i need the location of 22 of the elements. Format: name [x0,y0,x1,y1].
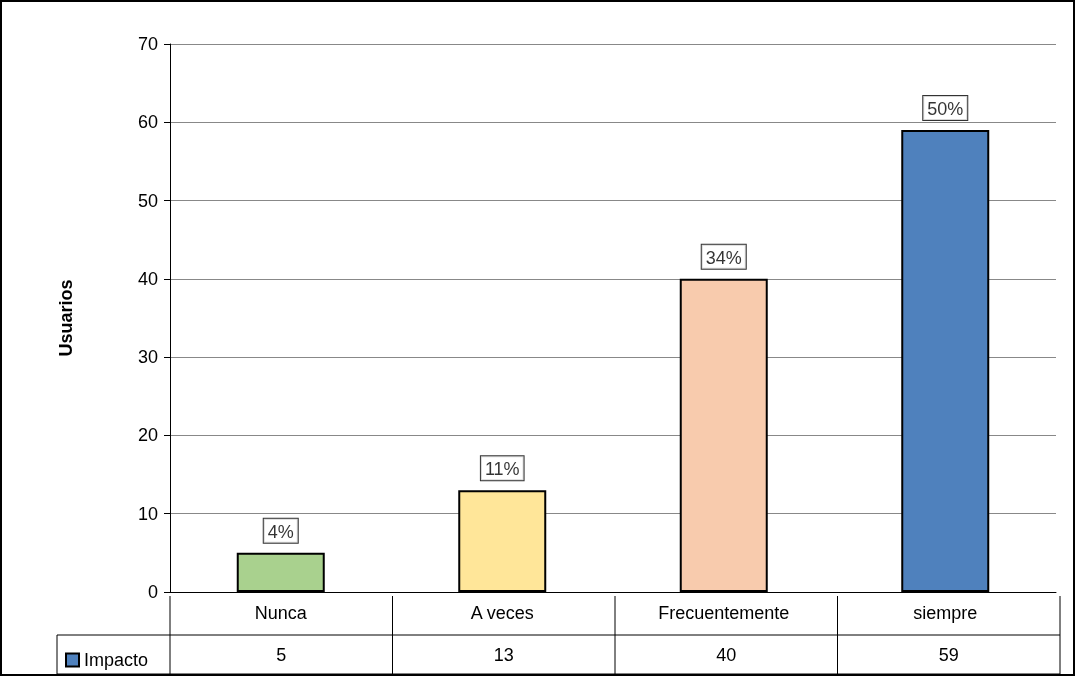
y-tick-label: 10 [137,503,158,524]
annotation: 4% [267,521,294,542]
data-label: 13 [493,644,514,665]
y-axis-title: Usuarios [56,279,76,357]
annotation: 50% [927,99,964,120]
x-tick-label: Frecuentemente [658,603,790,623]
x-tick-label: Nunca [254,603,308,623]
data-label: 40 [716,644,737,665]
y-tick-label: 30 [137,347,158,368]
annotation: 11% [484,459,520,480]
data-label: 59 [938,644,959,665]
y-tick-label: 60 [137,112,158,133]
y-tick-label: 70 [137,34,158,54]
annotation: 34% [705,247,742,268]
y-tick-label: 20 [137,425,158,446]
y-tick-label: 0 [147,582,158,602]
x-tick-label: A veces [470,603,534,623]
y-tick-label: 50 [137,190,158,211]
x-tick-label: siempre [913,603,978,623]
legend-label: Impacto [84,650,149,670]
data-label: 5 [276,644,287,665]
y-tick-label: 40 [137,268,158,289]
